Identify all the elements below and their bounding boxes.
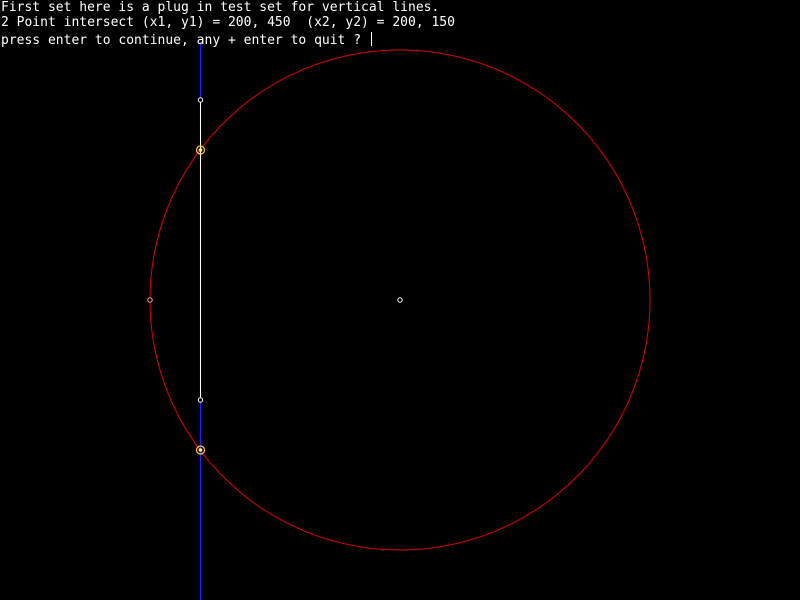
segment-endpoint-top [197,97,204,103]
text-cursor [370,32,372,46]
console-line-description: First set here is a plug in test set for… [1,0,440,15]
circle-center-marker [397,297,403,303]
segment-endpoint-bottom [197,397,204,403]
console-prompt-text: press enter to continue, any + enter to … [1,33,369,48]
circle-left-point-marker [147,297,153,303]
console-line-intersect-result: 2 Point intersect (x1, y1) = 200, 450 (x… [1,15,455,30]
console-prompt-line[interactable]: press enter to continue, any + enter to … [1,32,372,48]
intersection-point-upper [195,145,206,155]
intersection-point-lower [195,445,206,455]
